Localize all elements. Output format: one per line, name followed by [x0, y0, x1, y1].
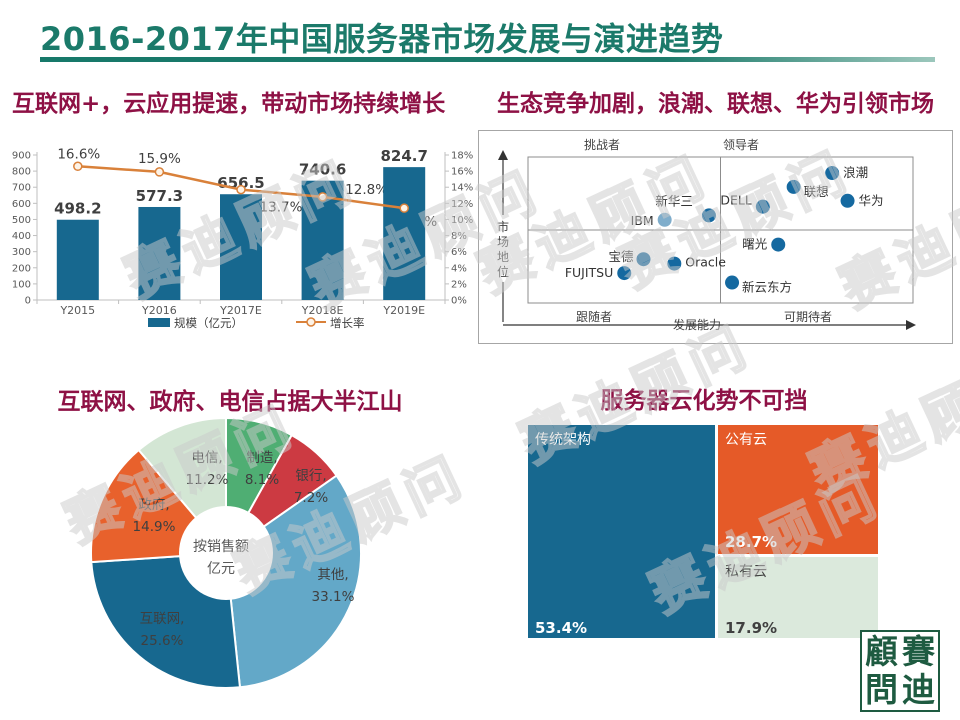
- logo-char: 迪: [902, 670, 935, 709]
- headline-industry-share: 互联网、政府、电信占据大半江山: [57, 389, 403, 415]
- svg-text:498.2: 498.2: [54, 200, 101, 218]
- svg-text:300: 300: [12, 247, 31, 258]
- svg-text:577.3: 577.3: [136, 187, 183, 205]
- svg-text:电信,: 电信,: [191, 450, 222, 466]
- svg-text:发展能力: 发展能力: [673, 317, 721, 332]
- svg-text:600: 600: [12, 199, 31, 210]
- svg-text:16%: 16%: [451, 167, 473, 178]
- svg-text:10%: 10%: [451, 215, 473, 226]
- svg-text:11.2%: 11.2%: [186, 472, 229, 488]
- title-underline: [40, 57, 935, 62]
- headline-market-growth: 互联网+，云应用提速，带动市场持续增长: [12, 91, 446, 117]
- svg-text:领导者: 领导者: [723, 138, 759, 152]
- market-size-growth-chart: 0 100 200 300 400 500 600 700 800 900 0% 2% 4% 6% 8% 10…: [10, 140, 475, 344]
- svg-text:Oracle: Oracle: [685, 255, 726, 270]
- svg-text:6%: 6%: [451, 247, 467, 258]
- architecture-share-chart: 传统架构 53.4% 公有云 28.7% 私有云 17.9%: [528, 425, 878, 642]
- svg-text:12.8%: 12.8%: [345, 182, 388, 198]
- svg-text:其他,: 其他,: [317, 567, 348, 583]
- svg-text:互联网,: 互联网,: [140, 611, 185, 627]
- svg-text:银行,: 银行,: [295, 468, 326, 484]
- logo-char: 顧: [865, 632, 898, 671]
- svg-text:Y2015: Y2015: [59, 304, 95, 317]
- svg-text:华为: 华为: [859, 193, 884, 208]
- svg-text:8.1%: 8.1%: [245, 472, 279, 488]
- svg-text:私有云: 私有云: [725, 564, 767, 580]
- svg-text:16.6%: 16.6%: [57, 146, 100, 162]
- svg-text:亿元: 亿元: [207, 561, 235, 577]
- svg-text:13.7%: 13.7%: [260, 200, 303, 216]
- svg-text:740.6: 740.6: [299, 161, 346, 179]
- svg-text:新华三: 新华三: [655, 193, 693, 208]
- page-title: 2016-2017年中国服务器市场发展与演进趋势: [40, 20, 724, 58]
- svg-text:新云东方: 新云东方: [742, 280, 792, 295]
- svg-text:7.2%: 7.2%: [294, 490, 328, 506]
- svg-text:曙光: 曙光: [742, 237, 767, 252]
- svg-text:700: 700: [12, 183, 31, 194]
- svg-text:28.7%: 28.7%: [725, 533, 777, 551]
- svg-text:公有云: 公有云: [725, 432, 767, 448]
- svg-text:市: 市: [497, 219, 509, 234]
- svg-text:2%: 2%: [451, 279, 467, 290]
- logo-char: 問: [865, 670, 898, 709]
- svg-text:100: 100: [12, 279, 31, 290]
- headline-cloudification: 服务器云化势不可挡: [600, 388, 808, 414]
- svg-text:14%: 14%: [451, 183, 473, 194]
- logo-char: 賽: [902, 632, 935, 671]
- svg-text:场: 场: [497, 235, 509, 249]
- svg-text:200: 200: [12, 263, 31, 274]
- svg-text:挑战者: 挑战者: [584, 138, 620, 152]
- vendor-landscape-chart: 挑战者 领导者跟随者 可期待者发展能力 市场地位 浪潮 联想华为 DELL 新华三 IBM 曙光新…: [478, 130, 953, 349]
- svg-text:宝德: 宝德: [608, 249, 634, 264]
- svg-text:传统架构: 传统架构: [535, 432, 591, 448]
- svg-text:400: 400: [12, 231, 31, 242]
- svg-text:位: 位: [497, 264, 509, 279]
- svg-text:0%: 0%: [451, 296, 467, 307]
- svg-text:33.1%: 33.1%: [312, 589, 355, 605]
- svg-text:规模（亿元）: 规模（亿元）: [174, 316, 243, 330]
- svg-text:900: 900: [12, 151, 31, 162]
- svg-text:Y2017E: Y2017E: [219, 304, 262, 317]
- svg-text:Y2016: Y2016: [141, 304, 177, 317]
- svg-text:浪潮: 浪潮: [843, 165, 868, 180]
- svg-text:17.9%: 17.9%: [725, 619, 777, 637]
- svg-text:按销售额: 按销售额: [193, 539, 249, 555]
- svg-text:FUJITSU: FUJITSU: [565, 265, 613, 280]
- svg-text:跟随者: 跟随者: [576, 309, 612, 324]
- svg-text:800: 800: [12, 167, 31, 178]
- svg-text:制造,: 制造,: [246, 450, 277, 466]
- svg-text:增长率: 增长率: [330, 316, 365, 330]
- svg-text:14.9%: 14.9%: [133, 519, 176, 535]
- ccid-seal-logo: 顧 賽 問 迪: [860, 630, 940, 712]
- svg-text:Y2018E: Y2018E: [301, 304, 344, 317]
- svg-text:IBM: IBM: [631, 213, 654, 228]
- industry-share-chart: 按销售额亿元 制造, 8.1% 银行, 7.2% 其他, 33.1% 互联网, 25.6% 政府,…: [71, 398, 383, 702]
- svg-text:地: 地: [497, 250, 509, 264]
- svg-text:8%: 8%: [451, 231, 467, 242]
- svg-text:0: 0: [25, 296, 31, 307]
- svg-text:4%: 4%: [451, 263, 467, 274]
- headline-competition: 生态竞争加剧，浪潮、联想、华为引领市场: [497, 91, 934, 117]
- architecture-share-svg: 传统架构 53.4% 公有云 28.7% 私有云 17.9%: [528, 425, 878, 638]
- svg-text:15.9%: 15.9%: [138, 151, 181, 167]
- svg-text:500: 500: [12, 215, 31, 226]
- svg-text:DELL: DELL: [720, 193, 751, 208]
- svg-text:25.6%: 25.6%: [141, 633, 184, 649]
- svg-text:18%: 18%: [451, 151, 473, 162]
- svg-text:824.7: 824.7: [380, 147, 427, 165]
- svg-text:53.4%: 53.4%: [535, 619, 587, 637]
- market-size-growth-svg: 0 100 200 300 400 500 600 700 800 900 0% 2% 4% 6% 8% 10…: [12, 146, 473, 330]
- svg-text:Y2019E: Y2019E: [382, 304, 425, 317]
- svg-text:可期待者: 可期待者: [784, 310, 832, 324]
- svg-text:联想: 联想: [804, 184, 829, 199]
- svg-text:12%: 12%: [451, 199, 473, 210]
- svg-text:政府,: 政府,: [138, 497, 169, 513]
